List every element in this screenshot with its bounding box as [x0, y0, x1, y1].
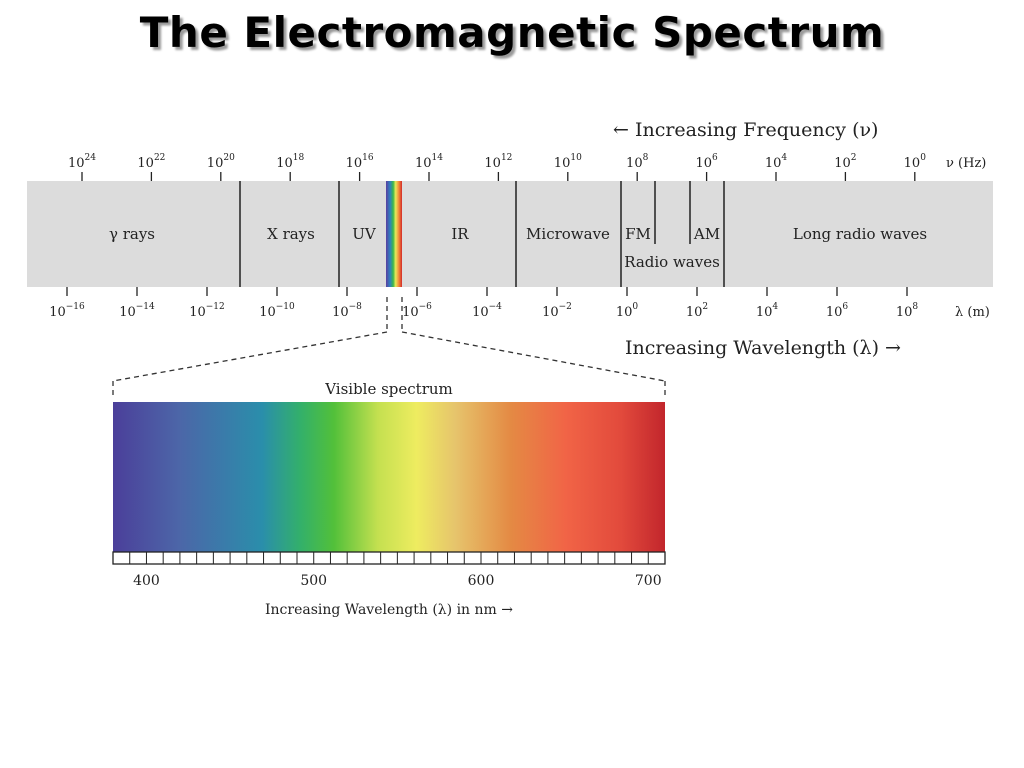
visible-ruler-ticks — [129, 552, 649, 564]
band-label-long-radio: Long radio waves — [793, 225, 927, 243]
visible-tick-label: 400 — [133, 573, 160, 589]
wavelength-tick-label: 10−8 — [332, 302, 362, 320]
wavelength-tick-label: 106 — [826, 302, 849, 320]
wavelength-tick-label: 100 — [616, 302, 639, 320]
visible-ruler — [112, 551, 666, 565]
wavelength-tick-label: 108 — [896, 302, 919, 320]
frequency-tick-label: 1012 — [484, 153, 512, 171]
band-label-microwave: Microwave — [526, 225, 610, 243]
visible-tick-label: 700 — [635, 573, 662, 589]
wavelength-axis: 10−16 10−14 10−12 10−10 10−8 10−6 10−4 10−2 100 1… — [49, 287, 918, 320]
visible-tick-label: 600 — [468, 573, 495, 589]
frequency-tick-label: 1010 — [554, 153, 582, 171]
wavelength-tick-label: 104 — [756, 302, 779, 320]
frequency-tick-label: 1018 — [276, 153, 304, 171]
frequency-tick-label: 1020 — [207, 153, 235, 171]
band-dividers — [239, 181, 725, 287]
wavelength-unit-label: λ (m) — [955, 305, 990, 320]
wavelength-tick-label: 10−10 — [259, 302, 295, 320]
band-label-uv: UV — [352, 225, 377, 243]
spectrum-band — [27, 181, 993, 287]
frequency-tick-label: 102 — [834, 153, 856, 171]
frequency-tick-label: 1022 — [137, 153, 165, 171]
frequency-axis: 1024 1022 1020 1018 1016 1014 1012 1010 108 106 10… — [68, 153, 926, 181]
wavelength-tick-label: 10−2 — [542, 302, 572, 320]
band-label-ir: IR — [451, 225, 469, 243]
frequency-tick-label: 106 — [695, 153, 718, 171]
page-title: The Electromagnetic Spectrum — [139, 8, 885, 57]
frequency-tick-label: 1016 — [346, 153, 374, 171]
visible-spectrum-bar — [113, 402, 665, 552]
band-label-fm: FM — [625, 225, 651, 243]
visible-axis-label: Increasing Wavelength (λ) in nm → — [265, 602, 513, 618]
band-label-radio-waves: Radio waves — [624, 253, 720, 271]
band-label-am: AM — [693, 225, 720, 243]
wavelength-tick-label: 10−16 — [49, 302, 85, 320]
wavelength-tick-label: 10−4 — [472, 302, 502, 320]
wavelength-tick-label: 102 — [686, 302, 708, 320]
frequency-tick-label: 1024 — [68, 153, 96, 171]
visible-axis-labels: 400 500 600 700 — [133, 573, 662, 589]
zoom-line-left-diagonal — [112, 331, 388, 382]
wavelength-tick-label: 10−6 — [402, 302, 432, 320]
frequency-tick-label: 104 — [765, 153, 788, 171]
frequency-unit-label: ν (Hz) — [946, 156, 986, 171]
frequency-tick-label: 1014 — [415, 153, 443, 171]
visible-band-strip — [386, 181, 402, 287]
band-label-xray: X rays — [267, 225, 315, 243]
wavelength-direction-label: Increasing Wavelength (λ) → — [625, 337, 901, 359]
wavelength-tick-label: 10−12 — [189, 302, 225, 320]
visible-tick-label: 500 — [300, 573, 327, 589]
visible-zoom-lines — [112, 297, 666, 396]
visible-spectrum-title: Visible spectrum — [324, 380, 453, 398]
band-label-gamma: γ rays — [109, 225, 155, 243]
frequency-tick-label: 100 — [904, 153, 927, 171]
frequency-tick-label: 108 — [626, 153, 649, 171]
frequency-direction-label: ← Increasing Frequency (ν) — [613, 119, 878, 141]
wavelength-tick-label: 10−14 — [119, 302, 155, 320]
